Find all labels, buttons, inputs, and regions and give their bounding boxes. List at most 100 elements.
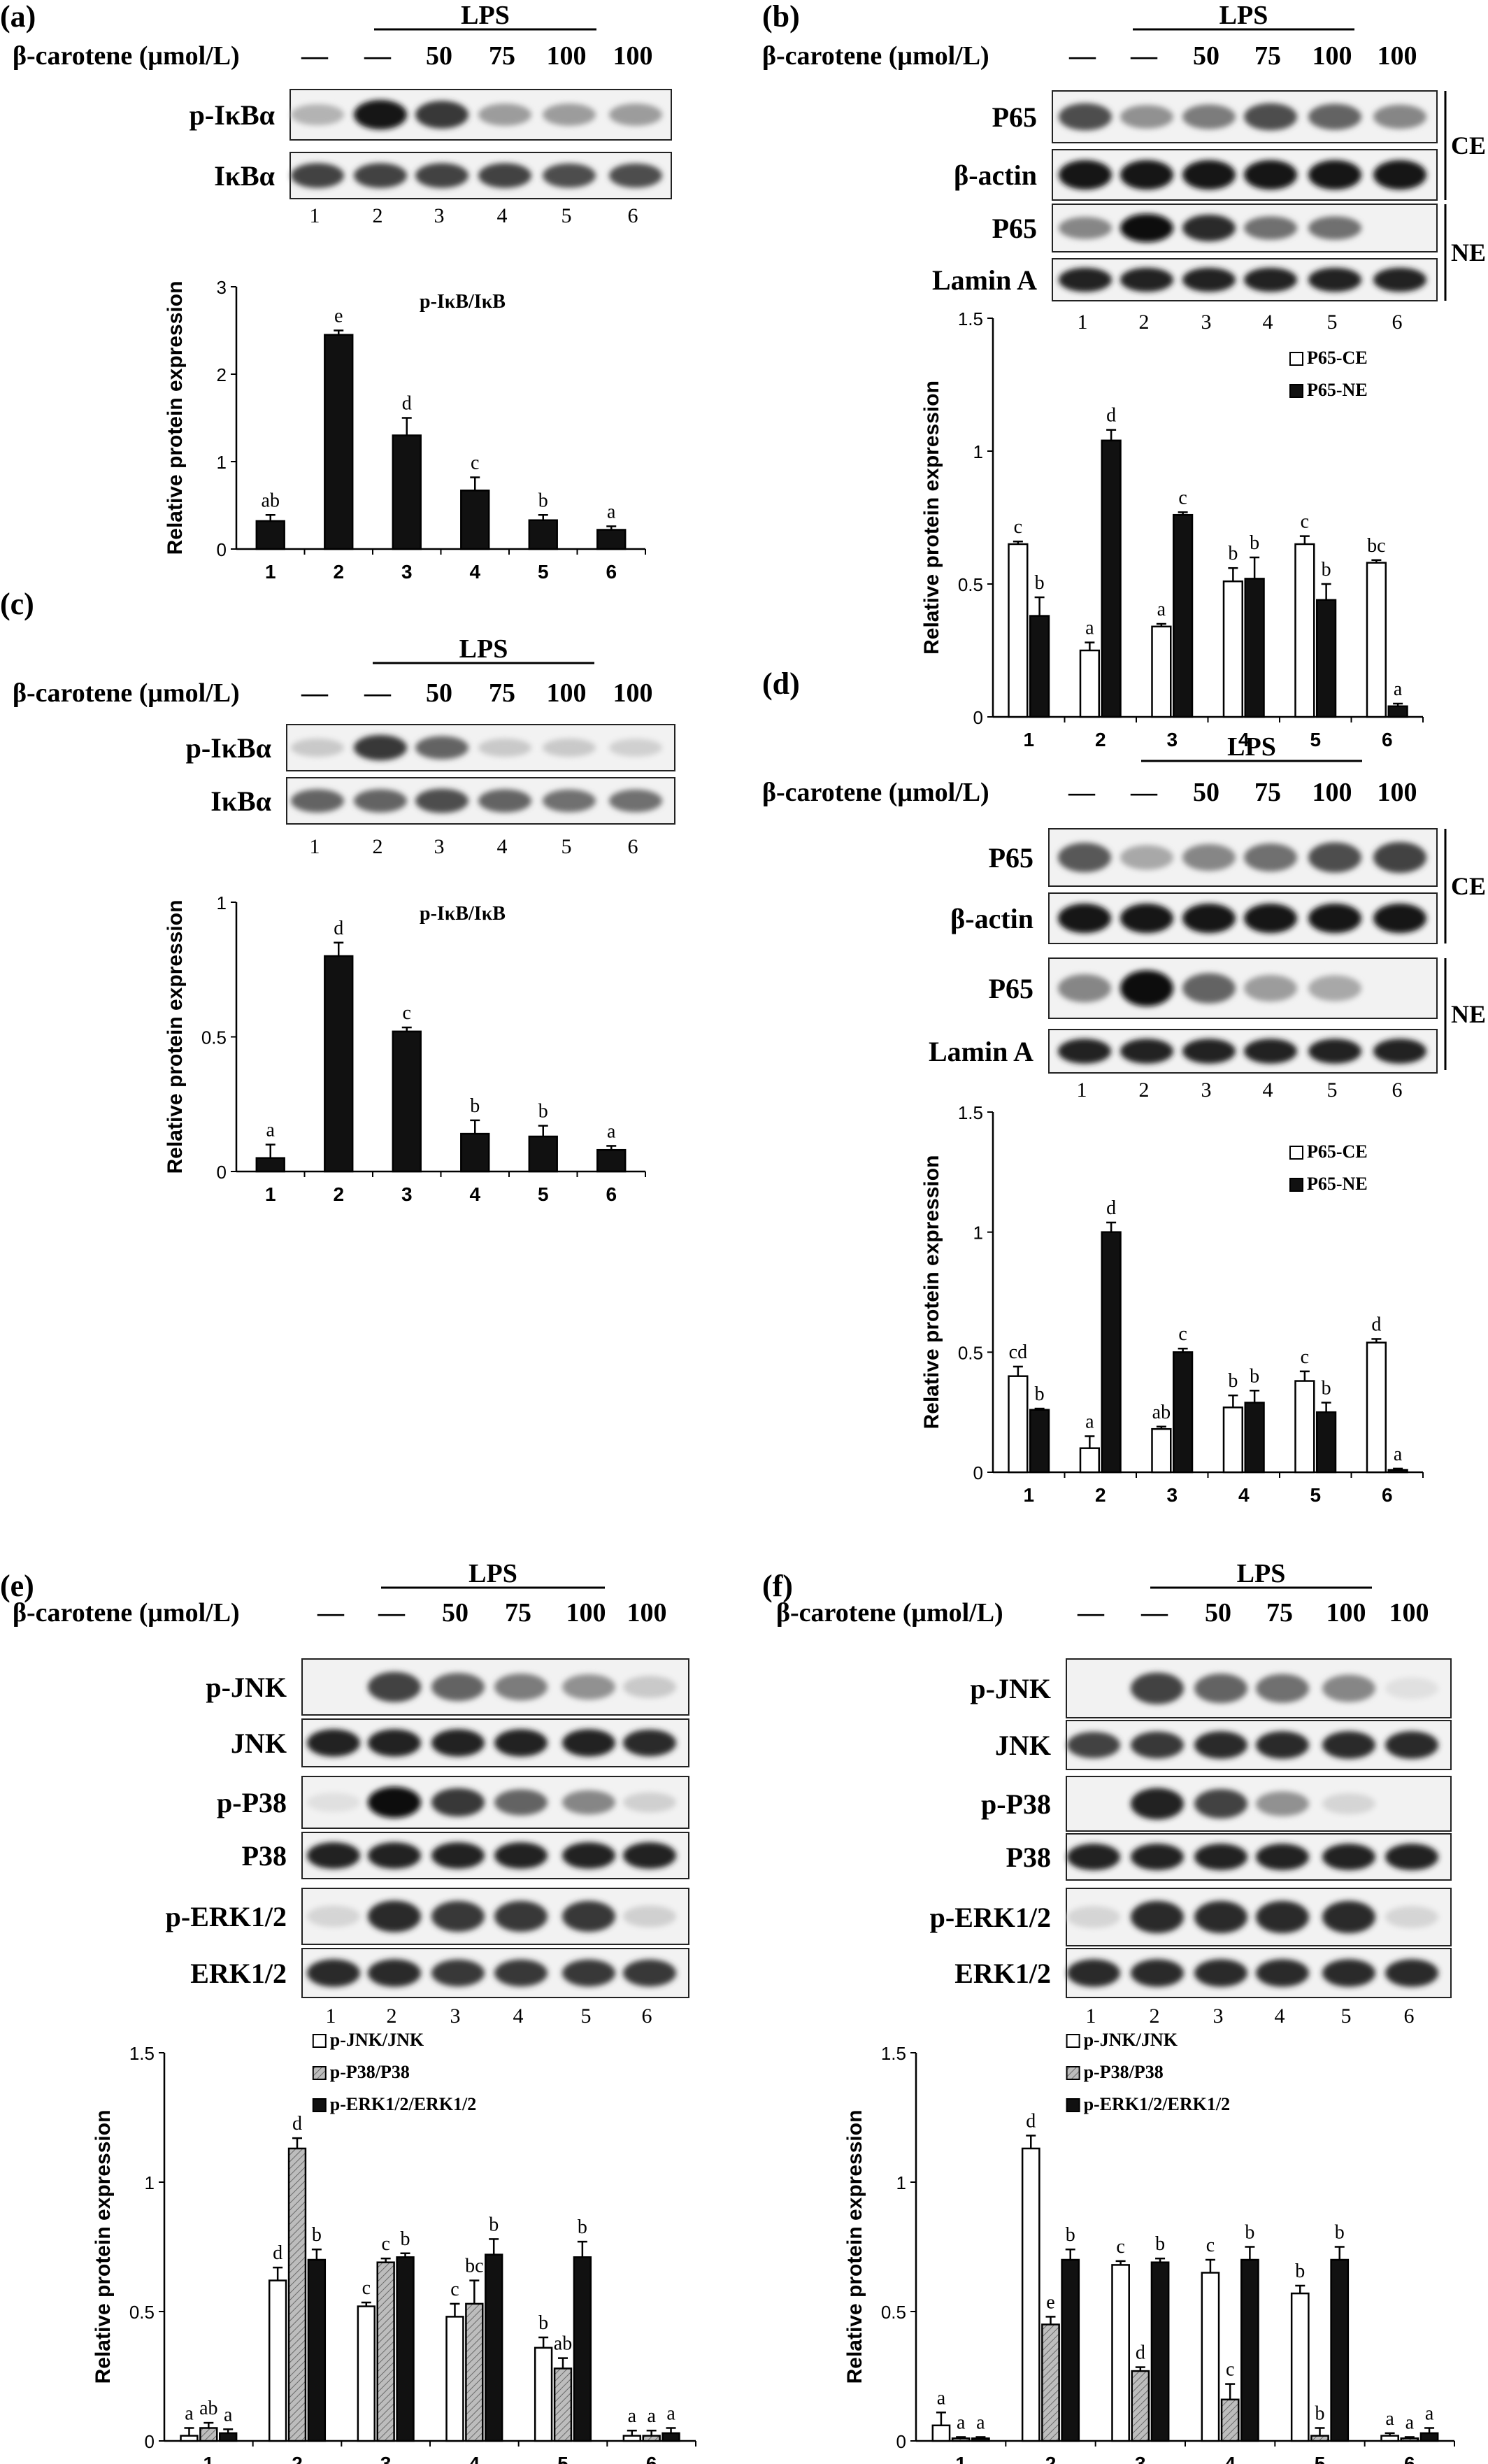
bar [528,519,558,550]
dose-label: 100 [627,1598,667,1628]
blot-row-label: P65 [989,842,1033,874]
blot-band [1131,1672,1184,1704]
dose-label: 100 [613,41,653,71]
blot-band [431,1729,485,1757]
blot-band [562,1959,615,1987]
panel-label: (d) [762,667,800,701]
lane-number: 3 [1201,311,1212,334]
lane-number: 4 [1263,1078,1273,1102]
dose-label: 100 [613,678,653,708]
panel-label: (c) [0,587,34,621]
bar [596,1148,627,1173]
blot-band [1131,1959,1184,1987]
significance-letter: c [1178,487,1187,508]
bar [219,2432,238,2442]
lane-number: 5 [561,835,572,858]
blot-band [291,163,344,188]
bar [392,434,422,550]
lps-label: LPS [1227,732,1276,762]
lane-number: 5 [561,204,572,227]
blot-band [1256,1674,1309,1703]
lane-number: 4 [497,835,508,858]
significance-letter: b [489,2214,499,2235]
blot-band [1059,217,1112,239]
significance-letter: c [1116,2236,1124,2258]
bar [1290,2292,1310,2442]
chart-title: p-IκB/IκB [420,291,506,313]
blot-band [368,1729,421,1757]
blot-band [1059,267,1112,292]
blot-band [1067,1843,1120,1871]
significance-letter: c [1301,511,1309,533]
blot-frame [1048,1029,1438,1074]
blot-band [307,1959,360,1987]
bar [1131,2370,1150,2442]
y-tick-label: 0.5 [958,574,983,595]
blot-band [1308,159,1361,190]
blot-band [1131,1788,1184,1820]
blot-band [1182,903,1236,934]
blot-band [1067,1732,1120,1758]
bar [1244,1402,1265,1474]
blot-row: JNK [231,1718,689,1767]
lps-label: LPS [1237,1559,1286,1588]
blot-band [291,104,344,126]
significance-letter: e [1046,2291,1054,2313]
bar [1151,625,1172,718]
blot-band [1385,1677,1438,1700]
blot-band [1058,842,1111,873]
fraction-label: NE [1451,238,1486,266]
dose-label: — [317,1598,345,1628]
blot-frame [1048,957,1438,1019]
bar [465,2302,484,2442]
lane-number: 1 [1086,2004,1096,2028]
x-tick-label: 1 [203,2453,215,2464]
bar [460,490,490,550]
blot-row: p-IκBα [189,89,672,141]
dose-label: 75 [1254,778,1281,807]
dose-label: 50 [442,1598,468,1628]
significance-letter: c [450,2279,459,2300]
bar [1294,543,1315,718]
blot-band [1308,104,1361,130]
blot-band [623,1959,676,1987]
legend-swatch [1289,1146,1303,1160]
dose-label: 100 [1389,1598,1429,1628]
blot-row-label: ERK1/2 [190,1958,287,1989]
significance-letter: a [607,501,616,523]
dose-label: 75 [505,1598,531,1628]
y-axis-label: Relative protein expression [164,281,187,555]
significance-letter: b [1155,2233,1165,2255]
lane-number: 3 [434,835,445,858]
blot-row: IκBα [214,152,672,199]
blot-band [609,739,662,757]
y-tick-label: 1 [973,441,983,462]
blot-band [1182,267,1236,292]
significance-letter: a [1405,2412,1415,2433]
dose-label: — [1068,41,1096,71]
blot-row-label: ERK1/2 [954,1958,1051,1989]
legend-swatch [1289,384,1303,398]
lane-number: 4 [1263,311,1273,334]
x-tick-label: 2 [1045,2453,1057,2464]
bar [1173,1351,1194,1474]
blot-row-label: p-IκBα [186,732,271,764]
legend-label: P65-NE [1307,1174,1368,1194]
y-axis-label: Relative protein expression [920,380,943,655]
blot-band [431,1672,485,1702]
dose-label: 75 [1254,41,1281,71]
y-tick-label: 0.5 [129,2302,155,2323]
significance-letter: c [381,2233,389,2255]
blot-band [415,101,468,129]
lane-number: 6 [642,2004,652,2028]
x-tick-label: 5 [538,561,549,583]
significance-letter: b [1250,1365,1259,1387]
bar [1101,1231,1122,1474]
dose-label: 50 [1205,1598,1231,1628]
significance-letter: b [538,2312,548,2334]
bar [460,1132,490,1173]
lps-label: LPS [1219,1,1268,30]
bar [553,2367,573,2442]
